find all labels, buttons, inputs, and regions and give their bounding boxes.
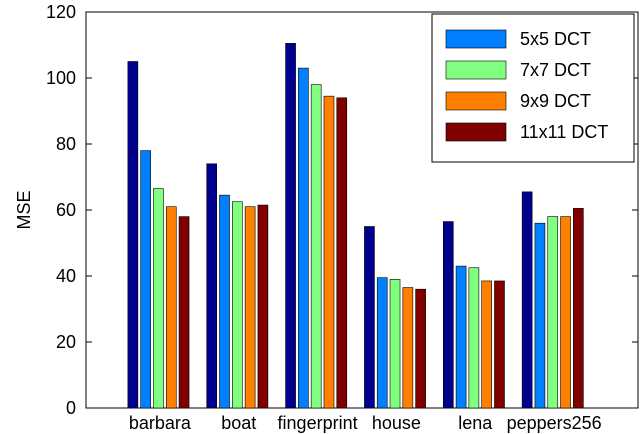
bar-lena-series-4 xyxy=(494,280,505,409)
x-tick-label: barbara xyxy=(129,413,192,433)
legend-label: 7x7 DCT xyxy=(520,60,591,80)
legend: 5x5 DCT 7x7 DCT 9x9 DCT 11x11 DCT xyxy=(431,13,635,163)
bar-boat-series-4 xyxy=(257,204,269,409)
bar-house-series-0 xyxy=(364,226,375,409)
bar-peppers256-series-4 xyxy=(573,208,584,409)
bar-fingerprint-series-3 xyxy=(323,95,335,409)
bar-barbara-series-2 xyxy=(153,188,164,409)
legend-label: 5x5 DCT xyxy=(520,29,591,49)
bar-peppers256-series-3 xyxy=(560,216,571,409)
bar-house-series-4 xyxy=(415,288,426,409)
bar-lena-series-2 xyxy=(468,267,480,409)
y-tick-label: 0 xyxy=(66,398,76,418)
bar-lena-series-3 xyxy=(481,280,492,409)
y-tick-label: 100 xyxy=(46,68,76,88)
bar-fingerprint-series-0 xyxy=(285,43,296,409)
bars-group xyxy=(127,43,584,409)
bar-house-series-3 xyxy=(402,287,414,409)
legend-swatch xyxy=(445,29,507,49)
x-tick-label: house xyxy=(372,413,421,433)
y-tick-label: 60 xyxy=(56,200,76,220)
x-tick-label: fingerprint xyxy=(278,413,358,433)
legend-label: 11x11 DCT xyxy=(520,122,608,142)
legend-swatch xyxy=(445,60,507,80)
legend-swatch xyxy=(445,91,507,111)
y-tick-label: 40 xyxy=(56,266,76,286)
bar-boat-series-2 xyxy=(232,201,243,409)
bar-fingerprint-series-4 xyxy=(336,97,348,409)
bar-peppers256-series-2 xyxy=(547,216,559,409)
bar-peppers256-series-1 xyxy=(534,222,546,409)
bar-peppers256-series-0 xyxy=(521,191,533,409)
bar-lena-series-0 xyxy=(442,221,454,409)
legend-swatch xyxy=(445,122,507,142)
bar-barbara-series-4 xyxy=(178,216,190,409)
x-tick-label: lena xyxy=(458,413,493,433)
bar-house-series-2 xyxy=(389,278,401,409)
bar-lena-series-1 xyxy=(455,265,467,409)
y-tick-label: 80 xyxy=(56,134,76,154)
bar-boat-series-0 xyxy=(206,163,218,409)
bar-barbara-series-3 xyxy=(165,206,177,409)
bar-fingerprint-series-2 xyxy=(310,84,322,409)
x-axis: barbara boat fingerprint house lena peppers25… xyxy=(129,413,602,433)
legend-label: 9x9 DCT xyxy=(520,91,591,111)
y-tick-label: 20 xyxy=(56,332,76,352)
x-tick-label: peppers256 xyxy=(507,413,602,433)
bar-boat-series-1 xyxy=(219,194,230,409)
bar-barbara-series-0 xyxy=(127,61,139,409)
y-axis-label: MSE xyxy=(14,190,34,229)
y-tick-label: 120 xyxy=(46,2,76,22)
bar-boat-series-3 xyxy=(244,206,256,409)
bar-barbara-series-1 xyxy=(140,150,151,409)
x-tick-label: boat xyxy=(221,413,256,433)
bar-fingerprint-series-1 xyxy=(298,67,309,409)
bar-house-series-1 xyxy=(376,277,388,409)
y-axis: 0 20 40 60 80 100 120 xyxy=(46,2,638,418)
